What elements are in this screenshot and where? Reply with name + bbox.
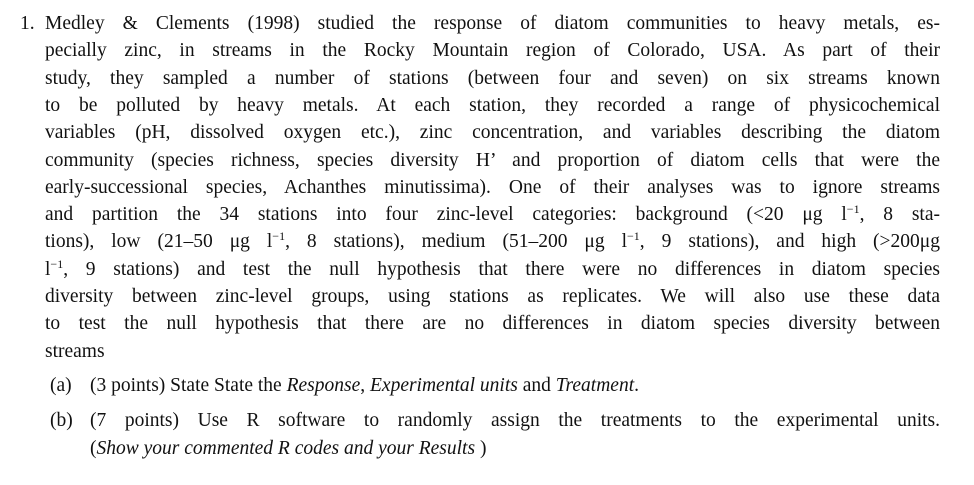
text-run: (3 points) State State the [90,375,287,396]
text-run: variables (pH, dissolved oxygen etc.), z… [45,122,940,144]
text-run: to be polluted by heavy metals. At each … [45,94,940,116]
text-line: Medley & Clements (1998) studied the res… [45,10,940,37]
question-number: 1. [20,13,35,34]
superscript: −1 [846,202,860,217]
text-run: pecially zinc, in streams in the Rocky M… [45,40,940,62]
text-run: , 9 stations) and test the null hypothes… [63,258,940,280]
text-run: early-successional species, Achanthes mi… [45,176,940,198]
text-line: pecially zinc, in streams in the Rocky M… [45,37,940,64]
text-run: Medley & Clements (1998) studied the res… [45,13,940,34]
text-run: , 8 stations), medium (51–200 μg l [285,231,628,253]
text-line: and partition the 34 stations into four … [45,201,940,228]
text-line: (7 points) Use R software to randomly as… [90,407,940,434]
italic-run: Treatment [555,375,635,396]
text-run: community (species richness, species div… [45,149,940,171]
text-line: to test the null hypothesis that there a… [45,310,940,337]
text-run: tions), low (21–50 μg l [45,231,273,253]
text-line: study, they sampled a number of stations… [45,65,940,92]
text-line: (Show your commented R codes and your Re… [90,435,940,462]
text-run: , 8 sta- [859,204,940,226]
text-line: tions), low (21–50 μg l−1, 8 stations), … [45,228,940,255]
text-run: study, they sampled a number of stations… [45,67,940,89]
text-run: . [634,375,640,396]
text-run: l [45,258,51,280]
text-run: , 9 stations), and high (>200μg [639,231,940,253]
text-line: community (species richness, species div… [45,147,940,174]
text-run: to test the null hypothesis that there a… [45,313,940,335]
text-line: to be polluted by heavy metals. At each … [45,92,940,119]
text-line: variables (pH, dissolved oxygen etc.), z… [45,119,940,146]
text-run: ) [475,438,487,459]
text-run: and partition the 34 stations into four … [45,204,847,226]
text-line: streams [45,338,940,365]
part-label: (a) [50,375,72,396]
superscript: −1 [272,229,286,244]
italic-run: Show your commented R codes and your Res… [96,438,476,459]
text-run: ( [90,438,97,459]
text-line: (3 points) State State the Response, Exp… [90,372,940,399]
text-run: (7 points) Use R software to randomly as… [90,410,940,431]
italic-run: Response [286,375,361,396]
italic-run: Experimental units [370,375,518,396]
superscript: −1 [627,229,640,244]
text-run: streams [45,340,105,362]
text-line: diversity between zinc-level groups, usi… [45,283,940,310]
part-label: (b) [50,410,73,431]
text-run: , [360,375,370,396]
text-line: l−1, 9 stations) and test the null hypot… [45,256,940,283]
text-line: early-successional species, Achanthes mi… [45,174,940,201]
superscript: −1 [50,256,64,271]
text-run: diversity between zinc-level groups, usi… [45,286,940,307]
text-run: and [517,375,556,396]
